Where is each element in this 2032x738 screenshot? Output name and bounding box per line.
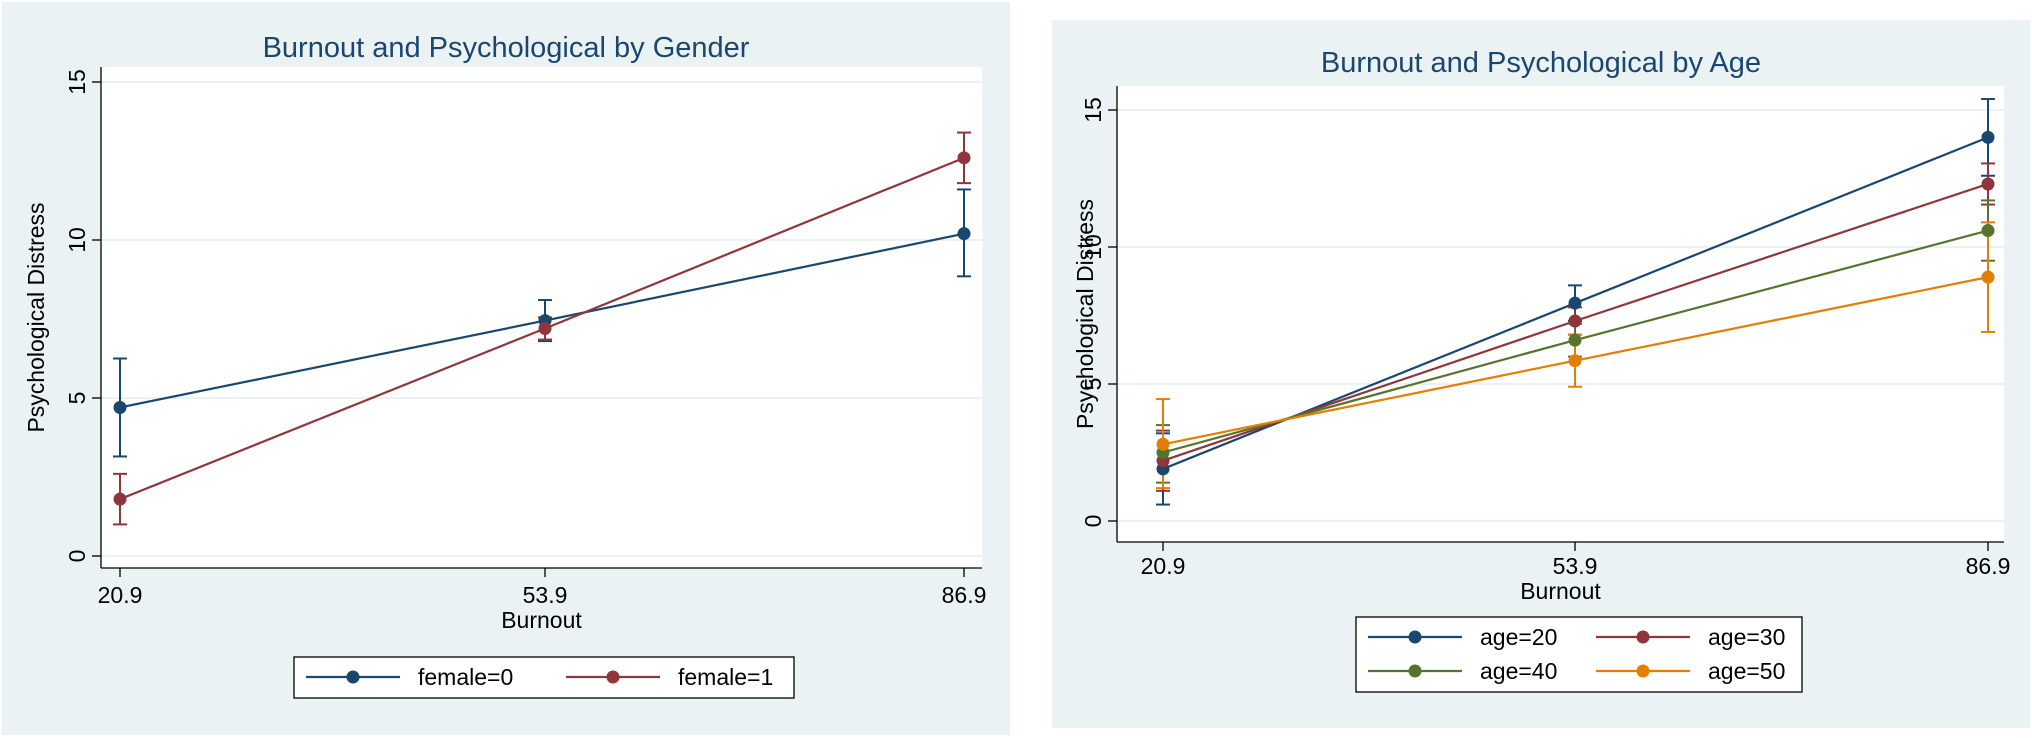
data-point xyxy=(1981,177,1995,191)
data-point xyxy=(957,227,971,241)
legend-marker xyxy=(1408,630,1422,644)
legend-label: age=20 xyxy=(1480,624,1557,650)
data-point xyxy=(1981,130,1995,144)
data-point xyxy=(957,151,971,165)
y-tick-label: 5 xyxy=(1080,378,1106,391)
data-point xyxy=(1568,296,1582,310)
chart-age: 0 5 10 15 20.9 53.9 86.9 Burnout and Psychologi… xyxy=(1072,47,2011,693)
x-axis-label: Burnout xyxy=(501,607,582,633)
x-tick-label: 53.9 xyxy=(1553,553,1598,579)
y-tick-label: 15 xyxy=(64,69,90,95)
data-point xyxy=(1568,354,1582,368)
legend-marker xyxy=(1636,630,1650,644)
data-point xyxy=(1568,314,1582,328)
y-tick-label: 10 xyxy=(64,227,90,253)
legend-box xyxy=(1355,616,1803,693)
chart-gender: 0 5 10 15 20.9 53.9 86.9 Burnout and Psychologi… xyxy=(23,32,987,699)
y-tick-label: 5 xyxy=(64,392,90,405)
legend-label: age=40 xyxy=(1480,658,1557,684)
y-axis-label: Psychological Distress xyxy=(1072,199,1098,429)
y-tick-label: 10 xyxy=(1080,234,1106,260)
data-point xyxy=(1981,224,1995,238)
legend-label: female=0 xyxy=(418,664,513,690)
chart-title: Burnout and Psychological by Gender xyxy=(263,32,750,64)
chart-title: Burnout and Psychological by Age xyxy=(1321,47,1761,79)
x-tick-label: 20.9 xyxy=(1141,553,1186,579)
x-axis-label: Burnout xyxy=(1520,578,1601,604)
data-point xyxy=(1568,333,1582,347)
legend-label: female=1 xyxy=(678,664,773,690)
x-tick-label: 86.9 xyxy=(1966,553,2011,579)
chart-panel-age: 0 5 10 15 20.9 53.9 86.9 Burnout and Psychologi… xyxy=(1052,20,2030,728)
data-point xyxy=(538,321,552,335)
x-tick-label: 53.9 xyxy=(523,582,568,608)
legend-label: age=50 xyxy=(1708,658,1785,684)
legend-marker xyxy=(606,670,620,684)
y-axis-label: Psychological Distress xyxy=(23,202,49,432)
chart-panel-gender: 0 5 10 15 20.9 53.9 86.9 Burnout and Psychologi… xyxy=(2,2,1010,735)
data-point xyxy=(113,400,127,414)
y-tick-label: 0 xyxy=(64,550,90,563)
data-point xyxy=(1981,270,1995,284)
x-tick-label: 20.9 xyxy=(98,582,143,608)
legend-marker xyxy=(346,670,360,684)
y-tick-label: 15 xyxy=(1080,97,1106,123)
legend-label: age=30 xyxy=(1708,624,1785,650)
plot-area xyxy=(1117,86,2004,542)
x-tick-label: 86.9 xyxy=(942,582,987,608)
data-point xyxy=(1156,437,1170,451)
y-tick-label: 0 xyxy=(1080,515,1106,528)
data-point xyxy=(113,492,127,506)
legend-marker xyxy=(1408,664,1422,678)
legend-marker xyxy=(1636,664,1650,678)
